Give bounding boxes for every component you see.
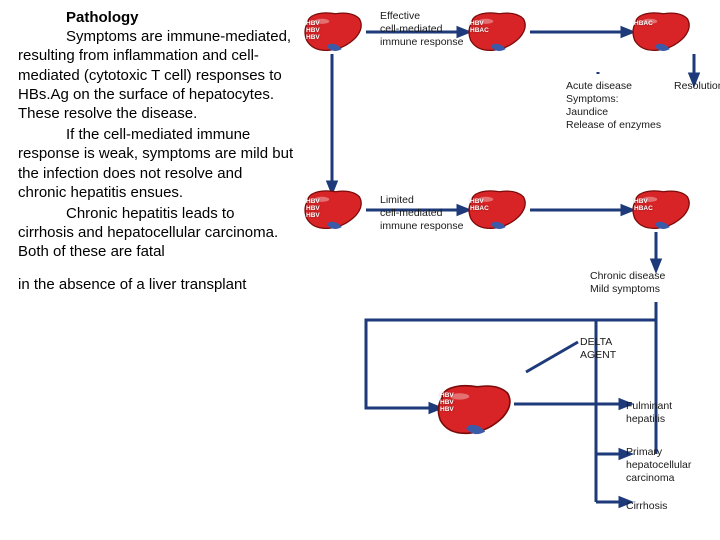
para-3: Chronic hepatitis leads to cirrhosis and… xyxy=(18,204,294,262)
pathology-text: Pathology Symptoms are immune-mediated, … xyxy=(18,8,294,297)
para-2: If the cell-mediated immune response is … xyxy=(18,125,294,202)
caption-phc: Primary hepatocellular carcinoma xyxy=(626,446,691,485)
caption-fulminant: Fulminant hepatitis xyxy=(626,400,672,426)
liver-C xyxy=(628,10,694,54)
caption-acute: Acute disease Symptoms: Jaundice Release… xyxy=(566,80,661,133)
liver-B-label: HBV HBAC xyxy=(470,20,489,34)
caption-cirrhosis: Cirrhosis xyxy=(626,500,667,513)
liver-C-label: HBAC xyxy=(634,20,653,27)
para-4: in the absence of a liver transplant xyxy=(18,275,294,294)
liver-A-label: HBV HBV HBV xyxy=(306,20,320,41)
liver-E-label: HBV HBAC xyxy=(470,198,489,212)
caption-delta: DELTA AGENT xyxy=(580,336,616,362)
caption-effective: Effective cell-mediated immune response xyxy=(380,10,463,49)
para-2-text: If the cell-mediated immune response is … xyxy=(18,126,293,201)
liver-G-label: HBV HBV HBV xyxy=(440,392,454,413)
para-4-text: in the absence of a liver transplant xyxy=(18,276,246,293)
caption-resolution: Resolution xyxy=(674,80,720,93)
para-1: Symptoms are immune-mediated, resulting … xyxy=(18,27,294,123)
heading: Pathology xyxy=(66,8,294,27)
para-3-text: Chronic hepatitis leads to cirrhosis and… xyxy=(18,205,278,260)
liver-F-label: HBV HBAC xyxy=(634,198,653,212)
para-1-text: Symptoms are immune-mediated, resulting … xyxy=(18,28,291,122)
caption-limited: Limited cell-mediated immune response xyxy=(380,194,463,233)
liver-D-label: HBV HBV HBV xyxy=(306,198,320,219)
flow-diagram: HBV HBV HBV HBV HBAC HBAC HBV HBV HBV HB… xyxy=(296,2,720,522)
caption-chronic: Chronic disease Mild symptoms xyxy=(590,270,665,296)
